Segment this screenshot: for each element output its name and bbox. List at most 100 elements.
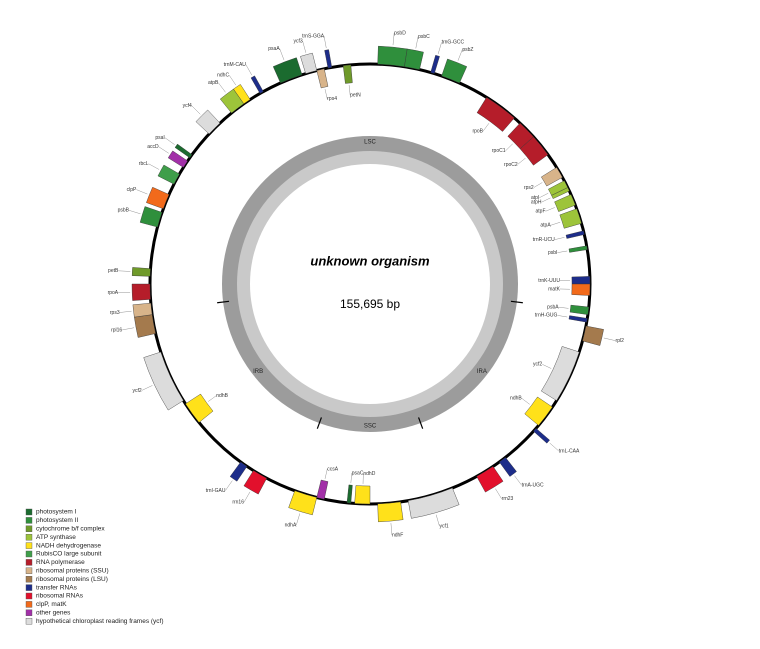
gene-label: trnS-GGA [302,34,325,40]
legend-label: transfer RNAs [36,584,78,591]
gene [300,53,316,74]
gene-label: psaA [268,46,280,52]
gene [442,59,467,83]
gene-leader [559,307,569,308]
legend-label: RNA polymerase [36,559,85,566]
gene-leader [142,385,153,390]
legend-swatch [26,568,32,574]
legend-swatch [26,601,32,607]
gene-leader [208,396,216,402]
gene-leader [522,398,530,404]
gene [355,486,370,504]
legend-swatch [26,551,32,557]
gene-leader [246,65,252,75]
gene-label: rpl16 [111,327,122,333]
region-label: IRB [253,369,263,375]
legend-label: hypothetical chloroplast reading frames … [36,618,164,625]
gene-leader [280,49,284,60]
gene [525,397,553,425]
gene [555,195,576,212]
gene-label: trnM-CAU [224,62,247,68]
gene-label: ndhF [392,532,403,538]
gene [477,466,503,492]
legend-swatch [26,618,32,624]
gene-label: ndhD [363,471,375,477]
legend-swatch [26,559,32,565]
gene [572,284,590,296]
gene-label: rps4 [327,96,337,102]
legend-label: clpP, matK [36,601,67,608]
gene [572,276,590,284]
gene-label: ycf4 [183,103,192,109]
gene-label: ycf2 [533,362,542,368]
gene-leader [165,138,175,145]
gene-leader [229,75,236,85]
gene-label: petB [108,268,119,274]
gene-leader [118,271,130,272]
gene-label: psbA [547,304,559,310]
gene-label: ndhA [285,522,297,528]
gene-leader [244,492,250,502]
gene-leader [555,237,565,239]
gene-leader [483,123,489,131]
gene [378,46,408,67]
gene [244,471,267,495]
gene [569,246,587,253]
gene-label: ndhB [510,396,522,402]
gene-label: psbD [394,30,406,36]
gene-label: psbC [418,34,430,40]
region-label: LSC [364,140,376,146]
gene-label: atpB [208,80,219,86]
gene-leader [542,364,551,368]
gene-leader [218,83,225,93]
gene-leader [120,311,132,312]
gene-label: ndhC [217,72,229,78]
legend-label: other genes [36,610,71,617]
legend-swatch [26,543,32,549]
gene-leader [514,476,521,486]
organism: unknown organism [310,253,430,268]
gene-label: ccsA [327,466,339,472]
legend-label: ribosomal proteins (SSU) [36,568,109,575]
gene-label: psbZ [462,47,473,53]
gene-label: clpP [127,187,137,193]
gene-leader [129,210,140,214]
legend-swatch [26,593,32,599]
gene-label: psbB [118,208,130,214]
gene-leader [296,514,300,525]
legend-swatch [26,585,32,591]
gene-leader [557,315,567,317]
gene-leader [122,328,134,330]
gene-leader [225,481,232,491]
gene [404,49,423,70]
gene-label: rpoB [472,129,483,135]
gene [133,303,152,317]
gene [317,480,328,499]
gene [273,58,302,83]
gene-leader [546,207,555,211]
legend-label: NADH dehydrogenase [36,542,101,549]
legend-swatch [26,526,32,532]
gene-leader [539,193,548,198]
center [250,164,490,404]
gene-label: trnG-GCC [442,40,465,46]
gene-label: trnH-GUG [535,313,558,319]
legend-label: photosystem II [36,517,78,524]
legend-label: cytochrome b/f complex [36,526,105,533]
legend-label: ATP synthase [36,534,76,541]
gene-leader [551,222,561,225]
gene [230,462,247,481]
gene [570,305,589,315]
gene-label: rpoC1 [492,148,506,154]
gene-label: rps2 [524,185,534,191]
region-label: SSC [364,424,377,430]
region-label: IRA [477,369,487,375]
gene [132,267,150,276]
gene-leader [136,190,147,194]
gene-label: atpA [540,223,551,229]
gene [185,394,213,422]
gene-label: petN [350,92,361,98]
gene [533,428,549,443]
legend-label: photosystem I [36,509,77,516]
